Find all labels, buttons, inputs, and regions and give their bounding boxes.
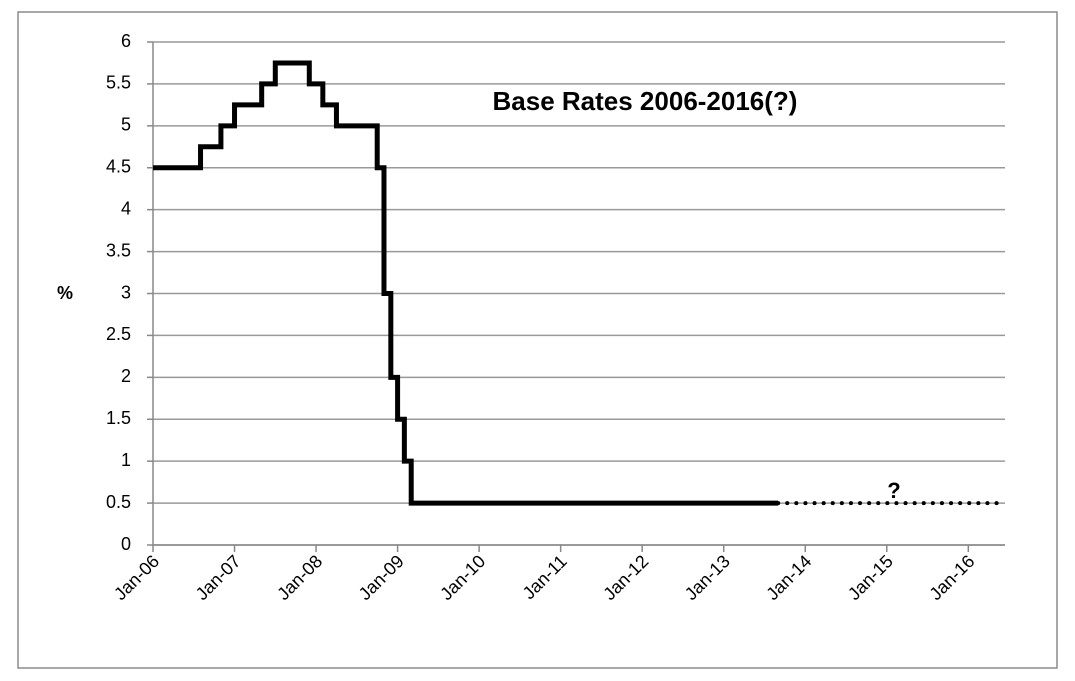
y-tick-label: 5 [121,115,131,135]
chart-border [17,11,1058,669]
y-tick-label: 5.5 [106,73,131,93]
y-tick-label: 2 [121,366,131,386]
y-tick-label: 4 [121,198,131,218]
y-tick-label: 3.5 [106,240,131,260]
y-tick-label: 6 [121,31,131,51]
y-tick-label: 3 [121,282,131,302]
annotation: ? [887,478,900,503]
y-tick-label: 2.5 [106,324,131,344]
y-axis-label: % [57,283,73,303]
y-tick-label: 0 [121,534,131,554]
y-tick-label: 4.5 [106,157,131,177]
y-tick-label: 1.5 [106,408,131,428]
rate-line [153,60,779,506]
y-tick-label: 1 [121,450,131,470]
y-tick-label: 0.5 [106,492,131,512]
chart-title: Base Rates 2006-2016(?) [493,86,798,116]
